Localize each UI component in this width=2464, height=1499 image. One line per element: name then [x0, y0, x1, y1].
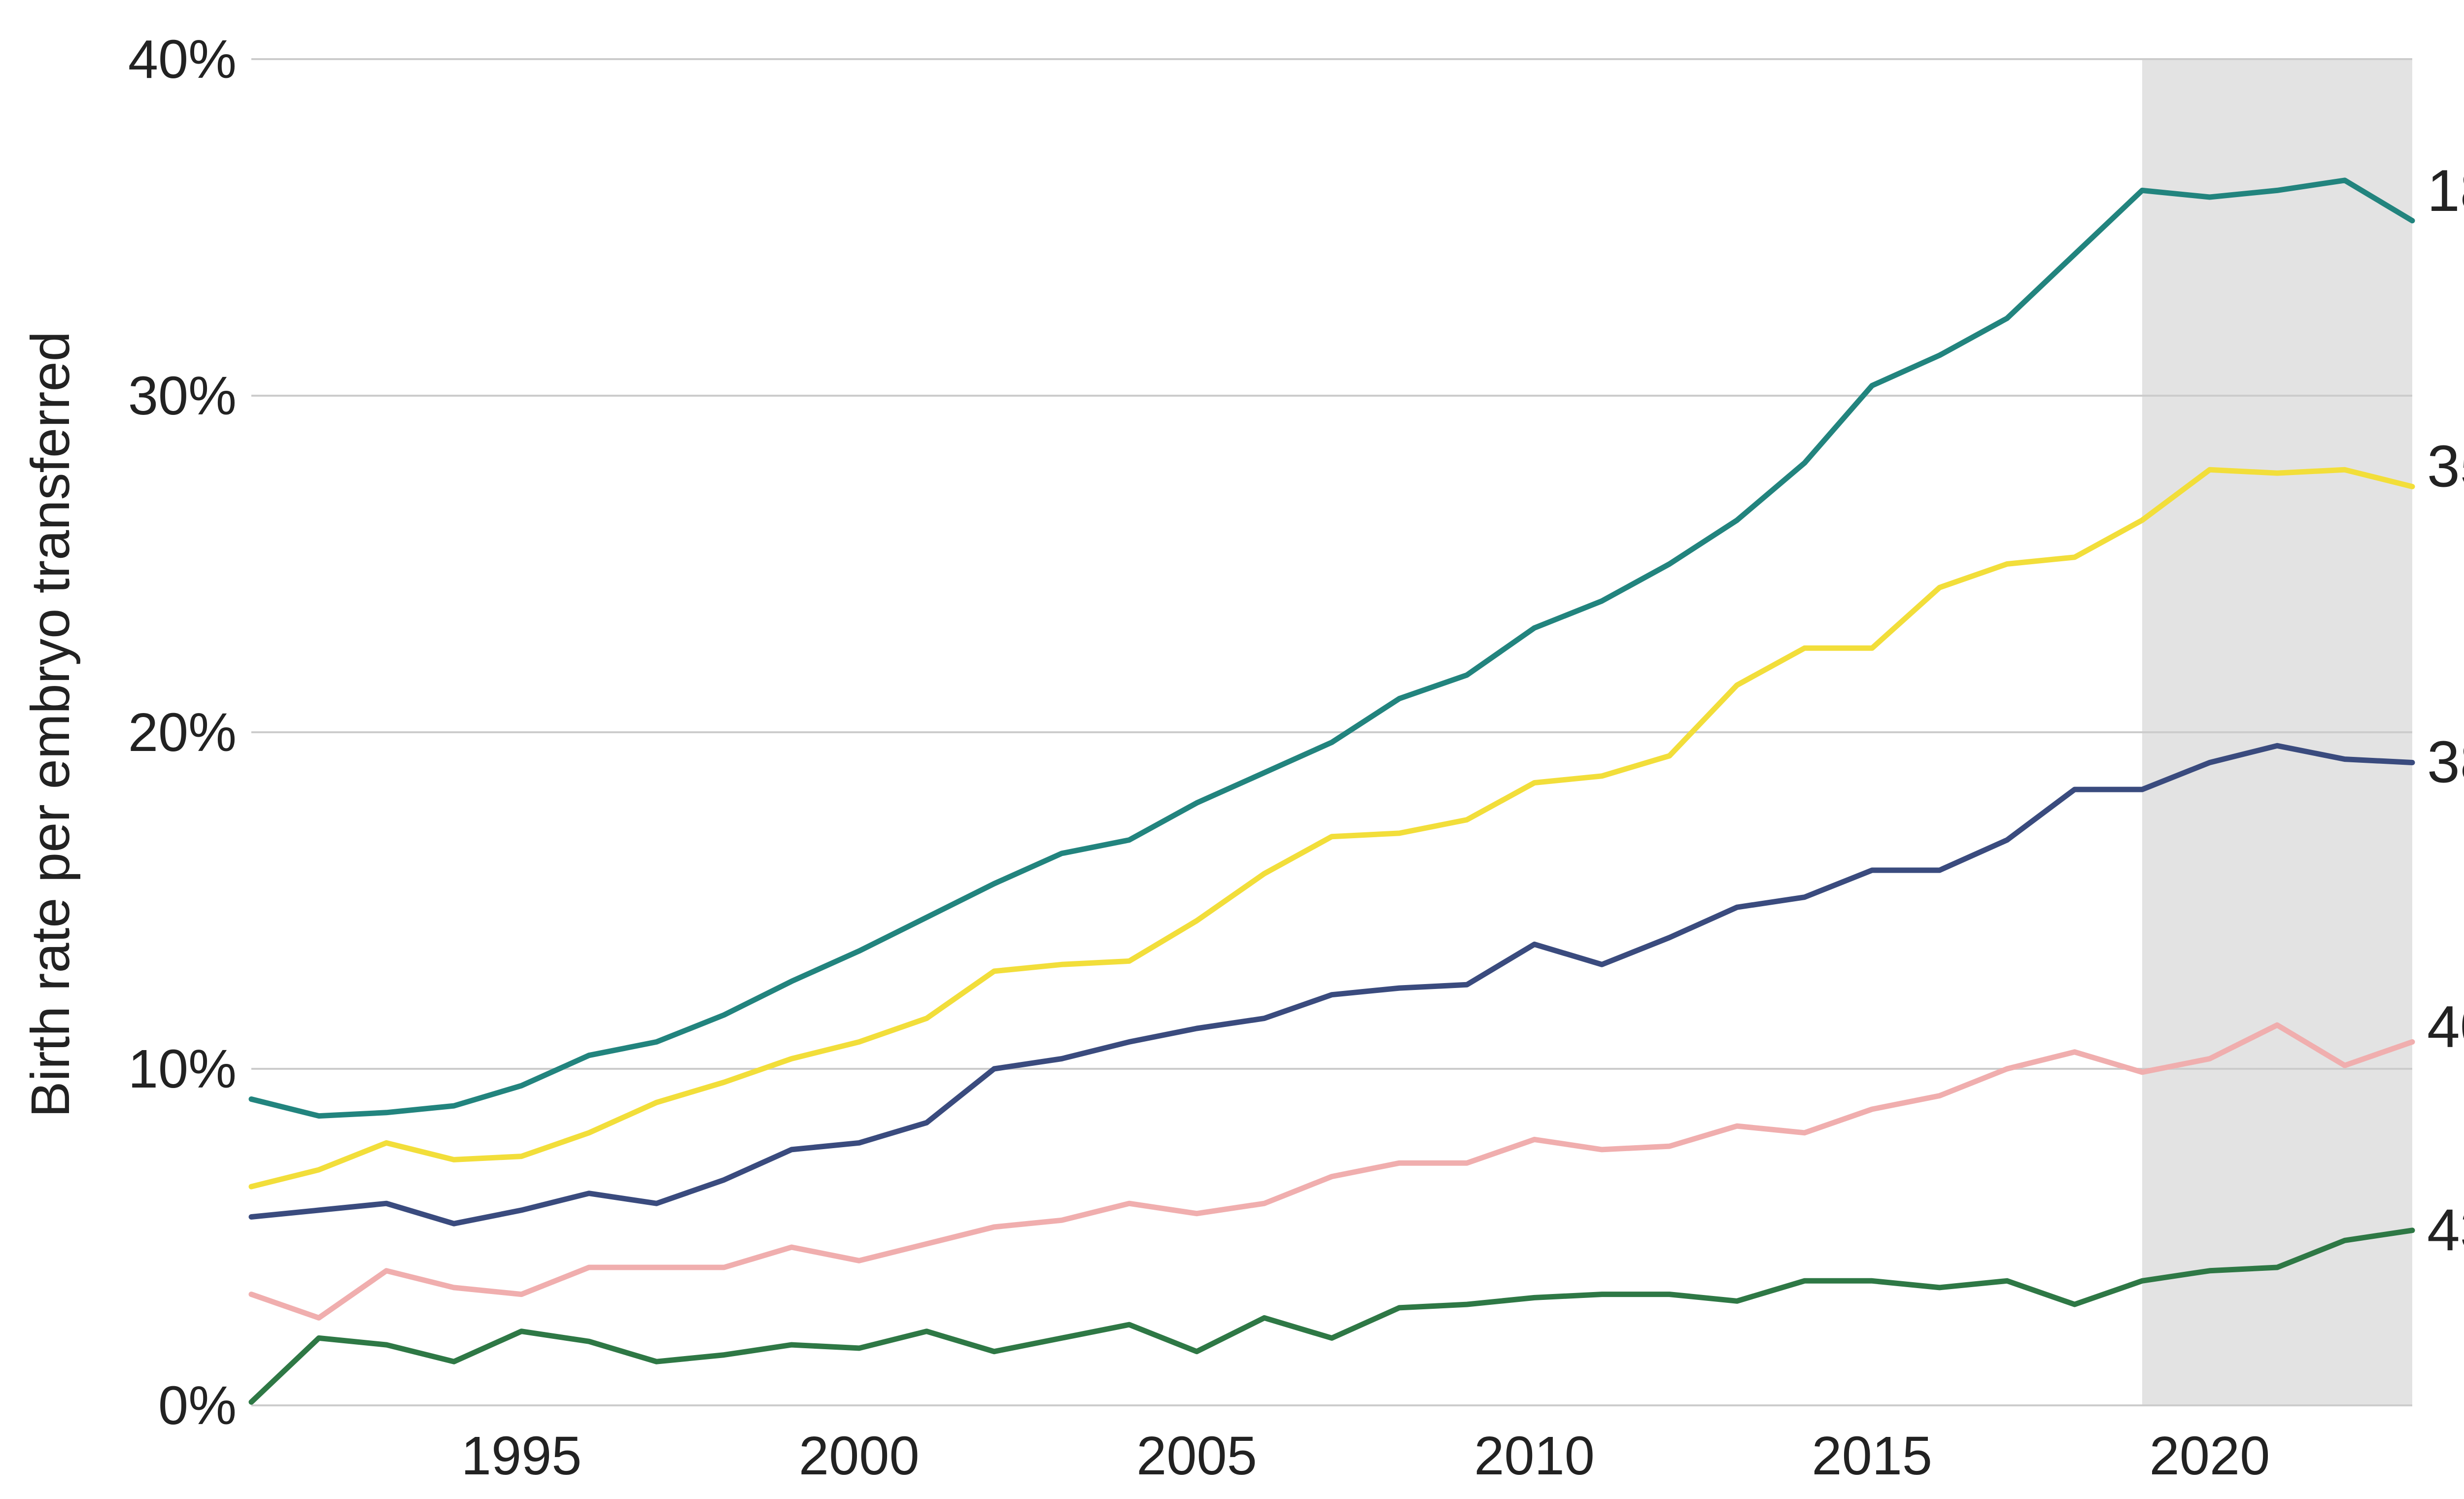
series-labels: 18-34 35-37 38-39 40-42 43-44 — [2427, 158, 2464, 1263]
x-axis-ticks: 1995 2000 2005 2010 2015 2020 — [461, 1426, 2270, 1486]
series-label: 40-42 — [2427, 993, 2464, 1059]
x-tick-label: 2005 — [1136, 1426, 1257, 1486]
series-label: 18-34 — [2427, 158, 2464, 224]
y-tick-label: 40% — [128, 29, 237, 90]
series-lines — [248, 177, 2415, 1405]
x-tick-label: 2000 — [799, 1426, 920, 1486]
gridlines — [251, 58, 2412, 1406]
y-tick-label: 10% — [128, 1039, 237, 1099]
series-line — [248, 1227, 2415, 1405]
series-line — [248, 1022, 2415, 1321]
y-axis-ticks: 0% 10% 20% 30% 40% — [128, 29, 237, 1436]
series-line — [248, 743, 2415, 1226]
series-label: 38-39 — [2427, 729, 2464, 795]
x-tick-label: 2015 — [1812, 1426, 1932, 1486]
series-label: 35-37 — [2427, 433, 2464, 499]
series-label: 43-44 — [2427, 1197, 2464, 1263]
y-tick-label: 30% — [128, 366, 237, 426]
y-tick-label: 0% — [158, 1375, 237, 1436]
x-tick-label: 2020 — [2150, 1426, 2270, 1486]
y-tick-label: 20% — [128, 702, 237, 763]
x-tick-label: 2010 — [1474, 1426, 1595, 1486]
x-tick-label: 1995 — [461, 1426, 582, 1486]
series-line — [248, 177, 2415, 1119]
series-line — [248, 467, 2415, 1190]
y-axis-title: Birth rate per embryo transferred — [20, 331, 81, 1118]
